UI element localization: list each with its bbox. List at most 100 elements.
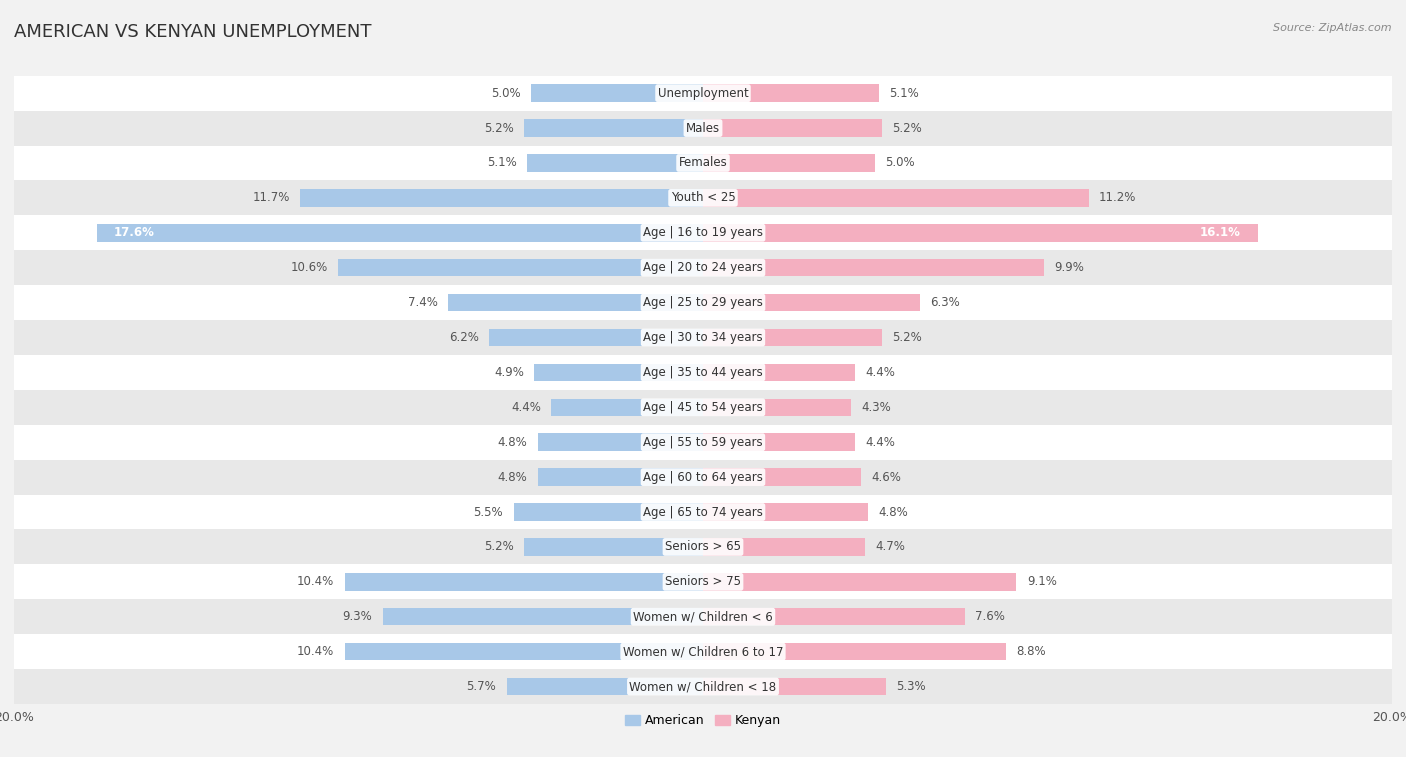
Bar — [14, 320, 1392, 355]
Text: 4.9%: 4.9% — [494, 366, 524, 379]
Bar — [14, 180, 1392, 215]
Text: 4.7%: 4.7% — [875, 540, 905, 553]
Text: 4.4%: 4.4% — [512, 400, 541, 414]
Bar — [703, 678, 886, 695]
Bar — [551, 399, 703, 416]
Bar — [703, 573, 1017, 590]
Text: 9.3%: 9.3% — [343, 610, 373, 623]
Text: 16.1%: 16.1% — [1199, 226, 1240, 239]
Text: Source: ZipAtlas.com: Source: ZipAtlas.com — [1274, 23, 1392, 33]
Text: 5.2%: 5.2% — [893, 331, 922, 344]
Text: 9.9%: 9.9% — [1054, 261, 1084, 274]
Bar — [534, 363, 703, 381]
Bar — [703, 259, 1045, 276]
Bar — [703, 469, 862, 486]
Text: Women w/ Children < 6: Women w/ Children < 6 — [633, 610, 773, 623]
Bar — [14, 111, 1392, 145]
Text: 7.6%: 7.6% — [976, 610, 1005, 623]
Text: 8.8%: 8.8% — [1017, 645, 1046, 658]
Text: AMERICAN VS KENYAN UNEMPLOYMENT: AMERICAN VS KENYAN UNEMPLOYMENT — [14, 23, 371, 41]
Text: 9.1%: 9.1% — [1026, 575, 1057, 588]
Bar — [299, 189, 703, 207]
Bar — [537, 469, 703, 486]
Text: 5.7%: 5.7% — [467, 680, 496, 693]
Bar — [703, 434, 855, 451]
Text: Age | 30 to 34 years: Age | 30 to 34 years — [643, 331, 763, 344]
Text: 5.0%: 5.0% — [886, 157, 915, 170]
Text: Age | 45 to 54 years: Age | 45 to 54 years — [643, 400, 763, 414]
Text: 6.3%: 6.3% — [931, 296, 960, 309]
Bar — [489, 329, 703, 346]
Text: 4.4%: 4.4% — [865, 436, 894, 449]
Bar — [506, 678, 703, 695]
Bar — [703, 399, 851, 416]
Bar — [14, 459, 1392, 494]
Bar — [14, 251, 1392, 285]
Bar — [703, 120, 882, 137]
Text: Age | 55 to 59 years: Age | 55 to 59 years — [643, 436, 763, 449]
Bar — [14, 425, 1392, 459]
Text: 17.6%: 17.6% — [114, 226, 155, 239]
Text: 5.5%: 5.5% — [474, 506, 503, 519]
Bar — [382, 608, 703, 625]
Bar — [537, 434, 703, 451]
Text: 11.2%: 11.2% — [1099, 192, 1136, 204]
Bar — [14, 390, 1392, 425]
Text: 5.1%: 5.1% — [889, 86, 918, 100]
Text: Age | 60 to 64 years: Age | 60 to 64 years — [643, 471, 763, 484]
Text: 10.4%: 10.4% — [297, 645, 335, 658]
Bar — [14, 285, 1392, 320]
Bar — [513, 503, 703, 521]
Text: Males: Males — [686, 122, 720, 135]
Bar — [703, 85, 879, 102]
Bar — [14, 76, 1392, 111]
Text: Females: Females — [679, 157, 727, 170]
Text: 6.2%: 6.2% — [450, 331, 479, 344]
Bar — [14, 145, 1392, 180]
Text: 4.8%: 4.8% — [879, 506, 908, 519]
Text: Age | 35 to 44 years: Age | 35 to 44 years — [643, 366, 763, 379]
Bar — [703, 538, 865, 556]
Text: Women w/ Children 6 to 17: Women w/ Children 6 to 17 — [623, 645, 783, 658]
Bar — [703, 154, 875, 172]
Bar — [703, 363, 855, 381]
Text: Age | 25 to 29 years: Age | 25 to 29 years — [643, 296, 763, 309]
Bar — [703, 294, 920, 311]
Text: 4.3%: 4.3% — [862, 400, 891, 414]
Text: Seniors > 75: Seniors > 75 — [665, 575, 741, 588]
Text: 5.2%: 5.2% — [893, 122, 922, 135]
Bar — [14, 494, 1392, 529]
Text: 4.8%: 4.8% — [498, 471, 527, 484]
Text: 4.8%: 4.8% — [498, 436, 527, 449]
Text: 5.1%: 5.1% — [488, 157, 517, 170]
Text: 10.4%: 10.4% — [297, 575, 335, 588]
Bar — [14, 669, 1392, 704]
Bar — [97, 224, 703, 241]
Text: 4.4%: 4.4% — [865, 366, 894, 379]
Bar — [703, 329, 882, 346]
Text: 5.3%: 5.3% — [896, 680, 925, 693]
Bar — [527, 154, 703, 172]
Bar — [524, 120, 703, 137]
Text: Youth < 25: Youth < 25 — [671, 192, 735, 204]
Text: 5.0%: 5.0% — [491, 86, 520, 100]
Bar — [703, 189, 1088, 207]
Text: 4.6%: 4.6% — [872, 471, 901, 484]
Text: Age | 20 to 24 years: Age | 20 to 24 years — [643, 261, 763, 274]
Text: 11.7%: 11.7% — [252, 192, 290, 204]
Bar — [14, 634, 1392, 669]
Text: Seniors > 65: Seniors > 65 — [665, 540, 741, 553]
Text: Age | 65 to 74 years: Age | 65 to 74 years — [643, 506, 763, 519]
Text: 5.2%: 5.2% — [484, 540, 513, 553]
Legend: American, Kenyan: American, Kenyan — [620, 709, 786, 732]
Bar — [703, 503, 869, 521]
Bar — [14, 600, 1392, 634]
Text: Unemployment: Unemployment — [658, 86, 748, 100]
Bar — [703, 224, 1257, 241]
Bar — [531, 85, 703, 102]
Bar — [344, 573, 703, 590]
Text: Age | 16 to 19 years: Age | 16 to 19 years — [643, 226, 763, 239]
Bar — [703, 608, 965, 625]
Bar — [344, 643, 703, 660]
Bar — [337, 259, 703, 276]
